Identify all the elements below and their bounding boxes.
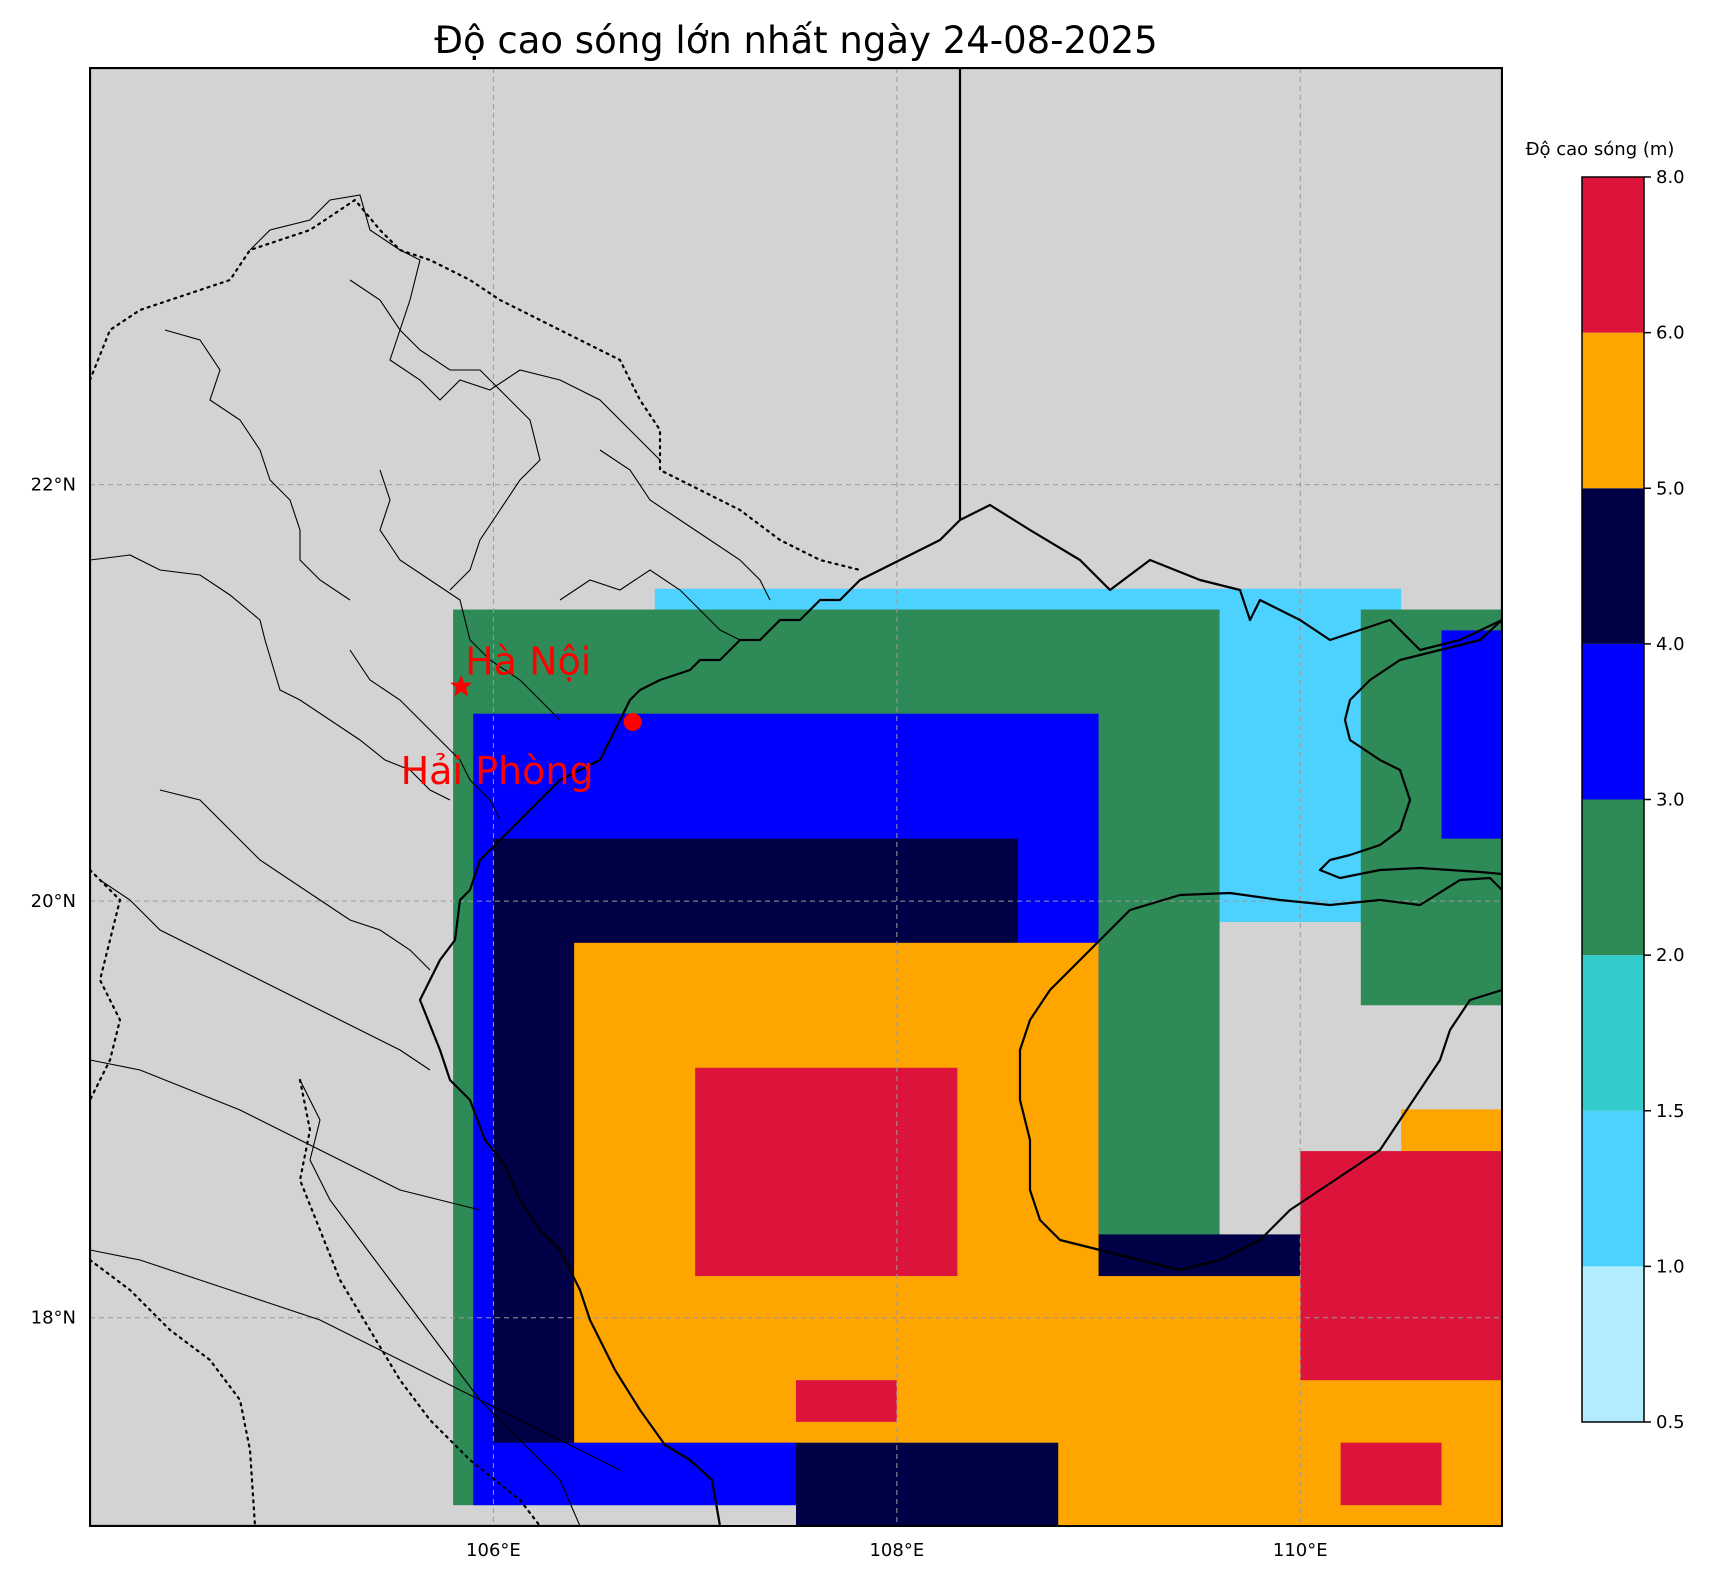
y-tick-label: 22°N — [31, 475, 76, 496]
map-gridlines — [90, 68, 1502, 1526]
hanoi-label: Hà Nội — [465, 640, 591, 684]
wave-zone-6_0-8_0 — [1340, 1442, 1442, 1506]
hanoi-marker: Hà Nội — [450, 640, 591, 697]
colorbar-segment — [1582, 799, 1644, 956]
vietnam-coast-land — [90, 68, 1502, 1526]
colorbar-tick-label: 5.0 — [1656, 478, 1685, 499]
wave-zone-6_0-8_0 — [695, 1067, 958, 1277]
colorbar-tick-label: 1.0 — [1656, 1256, 1685, 1277]
colorbar: Độ cao sóng (m) 0.5 1.0 1.5 2.0 3.0 4.0 5.0 6.0… — [1526, 139, 1685, 1433]
haiphong-marker: Hải Phòng — [401, 713, 642, 793]
haiphong-dot-symbol — [623, 713, 642, 732]
colorbar-tick-label: 8.0 — [1656, 167, 1685, 188]
colorbar-segment — [1582, 177, 1644, 333]
colorbar-segment — [1582, 955, 1644, 1111]
colorbar-title: Độ cao sóng (m) — [1526, 139, 1675, 160]
colorbar-tick-label: 0.5 — [1656, 1412, 1685, 1433]
y-tick-label: 18°N — [31, 1308, 76, 1329]
colorbar-tick-label: 6.0 — [1656, 323, 1685, 344]
haiphong-label: Hải Phòng — [401, 749, 594, 793]
map-area: Hà Nội Hải Phòng — [90, 68, 1502, 1526]
leizhou-peninsula-land — [1318, 618, 1502, 880]
wave-zone-6_0-8_0 — [796, 1380, 897, 1422]
colorbar-tick-label: 4.0 — [1656, 634, 1685, 655]
map-frame — [89, 67, 1503, 1527]
colorbar-tick-label: 2.0 — [1656, 945, 1685, 966]
international-borders — [90, 198, 862, 1526]
colorbar-segment — [1582, 643, 1644, 800]
wave-zone-3_0-4_0 — [1441, 630, 1502, 839]
colorbar-segment — [1582, 488, 1644, 644]
colorbar-ticks: 0.5 1.0 1.5 2.0 3.0 4.0 5.0 6.0 8.0 — [1644, 167, 1685, 1433]
colorbar-tick-label: 1.5 — [1656, 1101, 1685, 1122]
x-tick-label: 110°E — [1273, 1540, 1328, 1561]
y-tick-label: 20°N — [31, 891, 76, 912]
colorbar-segment — [1582, 1266, 1644, 1422]
hanoi-star-symbol — [450, 674, 473, 697]
colorbar-segment — [1582, 1110, 1644, 1267]
hainan-island-land — [1018, 876, 1502, 1272]
colorbar-tick-label: 3.0 — [1656, 790, 1685, 811]
province-borders — [90, 194, 771, 1526]
colorbar-segments — [1582, 177, 1644, 1422]
x-tick-label: 106°E — [466, 1540, 521, 1561]
wave-zone-6_0-8_0 — [1300, 1151, 1502, 1381]
chart-title: Độ cao sóng lớn nhất ngày 24-08-2025 — [434, 19, 1157, 62]
y-axis-ticks: 22°N 20°N 18°N — [31, 475, 76, 1329]
x-tick-label: 108°E — [869, 1540, 924, 1561]
x-axis-ticks: 106°E 108°E 110°E — [466, 1540, 1328, 1561]
colorbar-segment — [1582, 332, 1644, 489]
wave-height-heatmap — [453, 588, 1502, 1526]
